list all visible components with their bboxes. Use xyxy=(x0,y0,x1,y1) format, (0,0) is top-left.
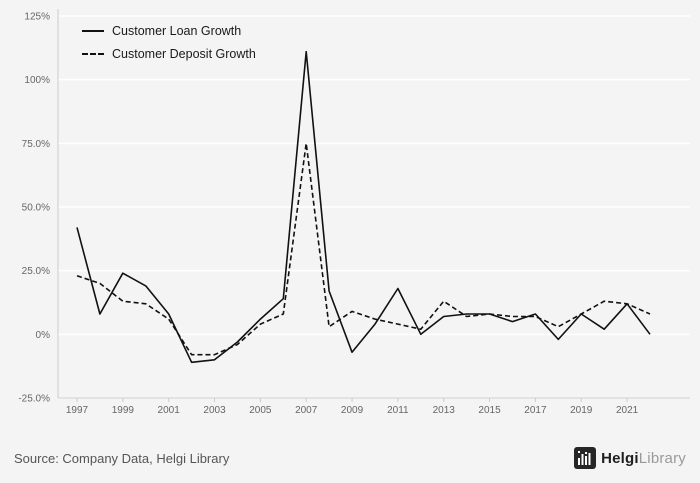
svg-text:2013: 2013 xyxy=(433,405,456,416)
svg-text:2011: 2011 xyxy=(387,405,409,416)
dashed-line-sample xyxy=(82,53,104,55)
chart-footer: Source: Company Data, Helgi Library Helg… xyxy=(0,433,700,483)
svg-text:2021: 2021 xyxy=(616,405,639,416)
svg-text:2009: 2009 xyxy=(341,405,364,416)
logo-text-light: Library xyxy=(638,449,686,467)
legend-label-deposit-growth: Customer Deposit Growth xyxy=(112,47,256,61)
svg-text:50.0%: 50.0% xyxy=(22,203,50,214)
svg-text:2017: 2017 xyxy=(524,405,547,416)
chart-legend: Customer Loan Growth Customer Deposit Gr… xyxy=(82,24,256,61)
helgi-library-logo[interactable]: HelgiLibrary xyxy=(574,447,686,469)
svg-text:2015: 2015 xyxy=(478,405,501,416)
svg-text:125%: 125% xyxy=(24,12,50,23)
svg-text:0%: 0% xyxy=(36,330,51,341)
svg-text:1999: 1999 xyxy=(112,405,135,416)
logo-text: HelgiLibrary xyxy=(601,450,686,467)
svg-text:100%: 100% xyxy=(24,75,50,86)
logo-text-bold: Helgi xyxy=(601,449,639,467)
svg-text:2005: 2005 xyxy=(249,405,272,416)
helgi-logo-icon xyxy=(574,447,597,469)
svg-text:75.0%: 75.0% xyxy=(22,139,50,150)
svg-text:2019: 2019 xyxy=(570,405,593,416)
svg-text:2003: 2003 xyxy=(203,405,226,416)
line-chart: 125% 100% 75.0% 50.0% 25.0% 0% -25.0% 1997 1999 2… xyxy=(18,9,690,416)
chart-area: 125% 100% 75.0% 50.0% 25.0% 0% -25.0% 1997 1999 2… xyxy=(18,9,690,416)
legend-label-loan-growth: Customer Loan Growth xyxy=(112,24,242,38)
svg-text:1997: 1997 xyxy=(66,405,89,416)
legend-item-loan-growth[interactable]: Customer Loan Growth xyxy=(82,24,256,38)
svg-text:25.0%: 25.0% xyxy=(22,266,50,277)
svg-text:2007: 2007 xyxy=(295,405,318,416)
solid-line-sample xyxy=(82,30,104,32)
legend-item-deposit-growth[interactable]: Customer Deposit Growth xyxy=(82,47,256,61)
source-text: Source: Company Data, Helgi Library xyxy=(14,450,230,466)
svg-text:-25.0%: -25.0% xyxy=(18,394,50,405)
svg-text:2001: 2001 xyxy=(158,405,181,416)
